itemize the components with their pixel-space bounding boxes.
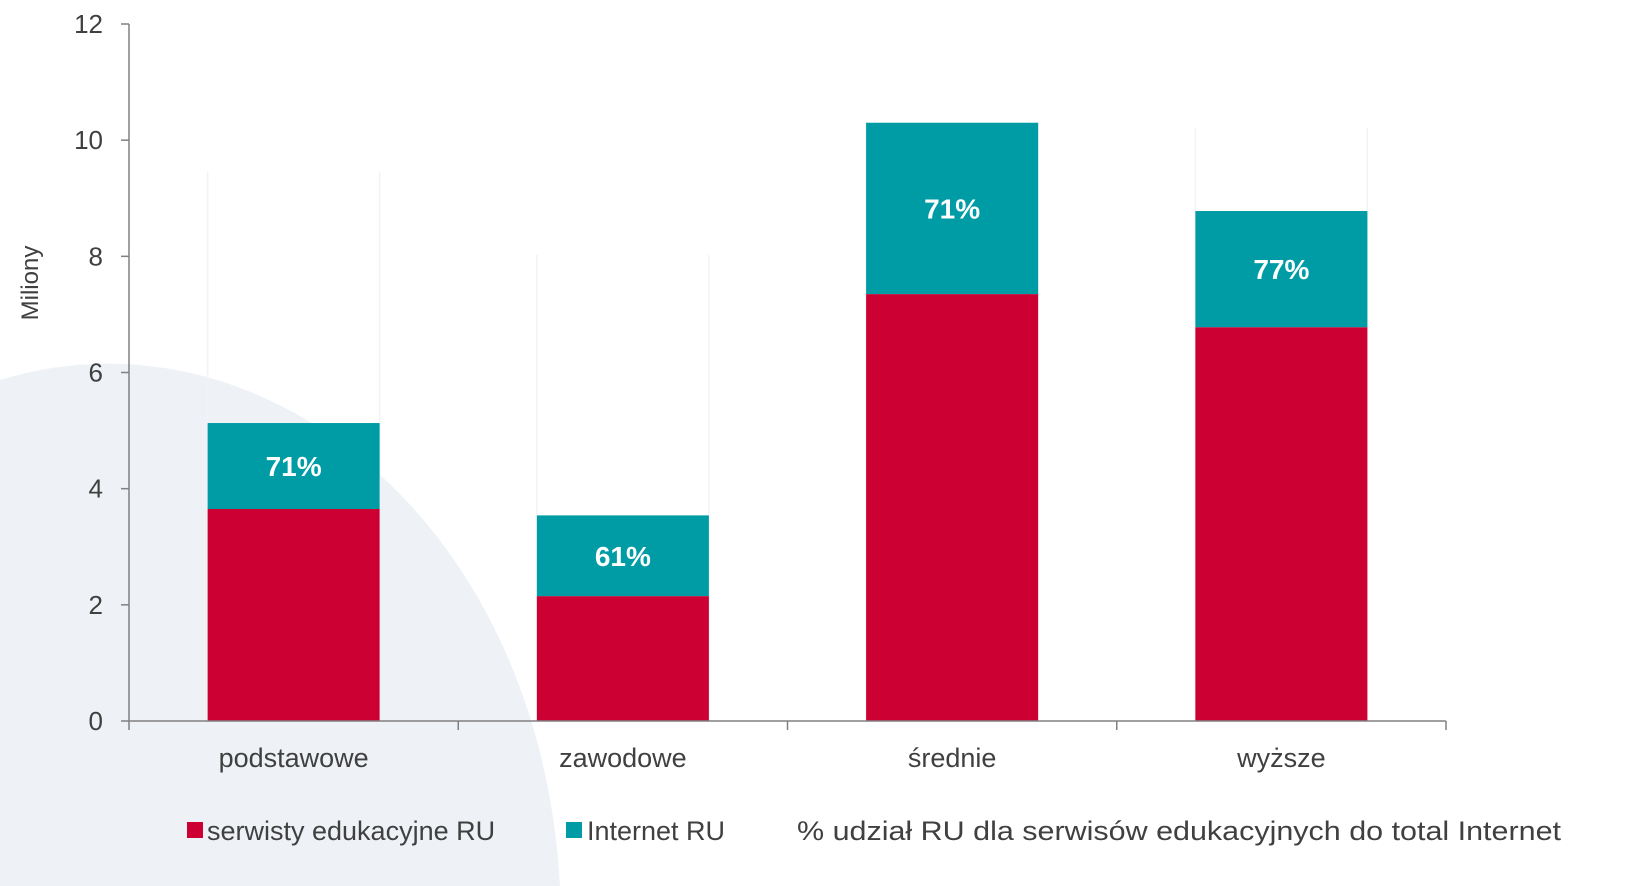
x-tick-label: podstawowe <box>219 743 369 773</box>
y-tick-label: 8 <box>89 241 103 271</box>
legend-label-internet: Internet RU <box>587 816 725 846</box>
bar-edu-2 <box>866 294 1039 721</box>
axes-group <box>121 23 1447 730</box>
y-axis-title: Miliony <box>17 246 44 321</box>
x-tick-label: zawodowe <box>559 743 687 773</box>
bar-internet-1 <box>536 515 709 597</box>
x-tick-label: wyższe <box>1236 743 1326 773</box>
x-tick-labels: podstawowe zawodowe średnie wyższe <box>219 743 1326 773</box>
legend-swatch-internet <box>566 822 582 838</box>
y-tick-label: 6 <box>89 358 103 388</box>
x-tick-label: średnie <box>908 743 997 773</box>
data-label-3: 77% <box>1253 254 1309 285</box>
bar-edu-3 <box>1195 327 1368 721</box>
bar-internet-0 <box>207 423 380 509</box>
legend-label-edu: serwisty edukacyjne RU <box>207 816 495 846</box>
y-tick-label: 4 <box>89 474 103 504</box>
data-label-0: 71% <box>266 451 322 482</box>
bar-internet-3 <box>1195 211 1368 328</box>
bars-group <box>207 122 1368 721</box>
legend-swatch-edu <box>187 822 203 838</box>
bar-edu-1 <box>536 596 709 721</box>
y-tick-label: 12 <box>74 9 103 39</box>
data-label-2: 71% <box>924 193 980 224</box>
y-tick-label: 0 <box>89 706 103 736</box>
data-label-1: 61% <box>595 541 651 572</box>
data-labels-group: 71% 61% 71% 77% <box>266 193 1310 571</box>
y-tick-label: 10 <box>74 125 103 155</box>
y-tick-labels: 0 2 4 6 8 10 12 <box>74 9 103 736</box>
legend: serwisty edukacyjne RU Internet RU % udz… <box>187 816 1562 846</box>
bar-edu-0 <box>207 508 380 721</box>
legend-label-percent-share: % udział RU dla serwisów edukacyjnych do… <box>797 816 1562 846</box>
bar-internet-2 <box>866 122 1039 295</box>
y-tick-label: 2 <box>89 590 103 620</box>
